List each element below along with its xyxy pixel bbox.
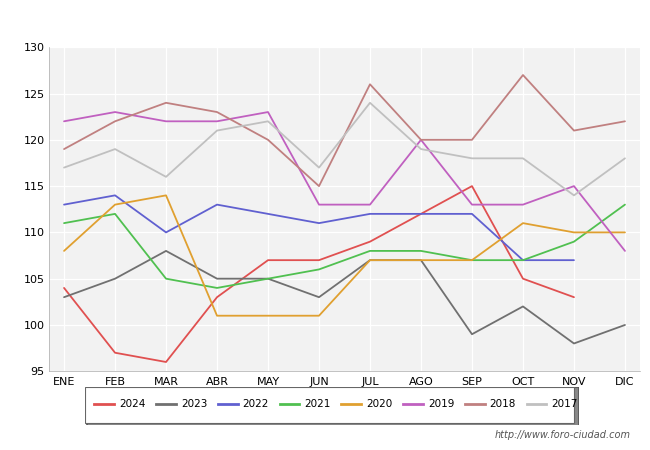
FancyBboxPatch shape bbox=[87, 387, 578, 428]
Text: 2021: 2021 bbox=[304, 399, 331, 409]
Text: 2017: 2017 bbox=[551, 399, 578, 409]
Text: http://www.foro-ciudad.com: http://www.foro-ciudad.com bbox=[495, 430, 630, 440]
Text: 2020: 2020 bbox=[366, 399, 393, 409]
Text: Afiliados en Aldeaquemada a 30/11/2024: Afiliados en Aldeaquemada a 30/11/2024 bbox=[145, 12, 505, 30]
Text: 2024: 2024 bbox=[119, 399, 146, 409]
FancyBboxPatch shape bbox=[84, 387, 573, 423]
Text: 2019: 2019 bbox=[428, 399, 454, 409]
Text: 2023: 2023 bbox=[181, 399, 207, 409]
Text: 2018: 2018 bbox=[489, 399, 516, 409]
Text: 2022: 2022 bbox=[242, 399, 269, 409]
